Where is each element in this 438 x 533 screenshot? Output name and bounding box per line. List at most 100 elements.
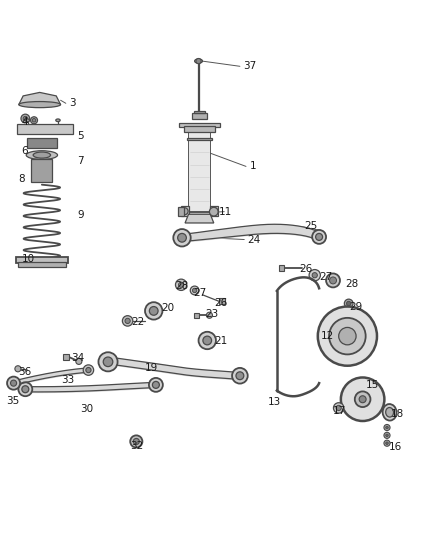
- Circle shape: [333, 403, 344, 413]
- Circle shape: [329, 318, 366, 354]
- Ellipse shape: [56, 119, 60, 122]
- Circle shape: [76, 358, 82, 365]
- Circle shape: [145, 302, 162, 320]
- Circle shape: [133, 439, 139, 445]
- Ellipse shape: [383, 404, 396, 421]
- Text: 12: 12: [321, 331, 335, 341]
- Text: 36: 36: [18, 367, 31, 377]
- Circle shape: [192, 288, 197, 293]
- Text: 15: 15: [366, 380, 379, 390]
- Circle shape: [236, 372, 244, 379]
- Text: 30: 30: [81, 404, 94, 414]
- Text: 25: 25: [304, 221, 317, 231]
- Polygon shape: [19, 92, 60, 104]
- Polygon shape: [181, 206, 188, 216]
- Circle shape: [152, 382, 159, 389]
- Text: 11: 11: [219, 207, 232, 217]
- Text: 32: 32: [130, 441, 143, 451]
- Circle shape: [355, 391, 371, 407]
- Circle shape: [312, 272, 318, 278]
- Circle shape: [198, 332, 216, 349]
- Text: 4: 4: [21, 117, 28, 126]
- Circle shape: [179, 282, 184, 287]
- Text: 3: 3: [69, 98, 75, 108]
- Circle shape: [344, 299, 353, 308]
- Ellipse shape: [386, 408, 393, 417]
- Bar: [17, 124, 73, 134]
- Text: 26: 26: [215, 298, 228, 309]
- Polygon shape: [279, 265, 284, 271]
- Polygon shape: [219, 298, 225, 304]
- Bar: [27, 138, 57, 148]
- Circle shape: [31, 117, 38, 124]
- Text: 21: 21: [215, 336, 228, 346]
- Text: 7: 7: [78, 156, 84, 166]
- Bar: [187, 138, 212, 140]
- Circle shape: [386, 434, 389, 437]
- Circle shape: [22, 386, 29, 393]
- Circle shape: [209, 207, 218, 216]
- Circle shape: [125, 318, 130, 324]
- Circle shape: [176, 279, 187, 290]
- Text: 19: 19: [145, 363, 158, 373]
- Polygon shape: [185, 214, 214, 223]
- Circle shape: [122, 316, 133, 326]
- Circle shape: [190, 286, 199, 295]
- Circle shape: [211, 208, 218, 215]
- Text: 6: 6: [21, 146, 28, 156]
- Circle shape: [329, 277, 336, 284]
- Text: 23: 23: [205, 309, 218, 319]
- Bar: [191, 114, 207, 118]
- Bar: [31, 159, 52, 182]
- Text: 26: 26: [300, 264, 313, 273]
- Circle shape: [99, 352, 117, 372]
- Bar: [18, 262, 66, 266]
- Circle shape: [181, 208, 188, 215]
- Text: 27: 27: [319, 271, 332, 281]
- Circle shape: [178, 233, 186, 242]
- Circle shape: [341, 377, 385, 421]
- Text: 13: 13: [268, 397, 282, 407]
- Circle shape: [309, 270, 321, 281]
- Text: 34: 34: [71, 353, 84, 363]
- Polygon shape: [210, 206, 218, 216]
- Polygon shape: [178, 207, 184, 216]
- Ellipse shape: [33, 152, 50, 158]
- Circle shape: [196, 59, 201, 63]
- Circle shape: [23, 116, 28, 120]
- Circle shape: [21, 114, 30, 123]
- Text: 35: 35: [6, 395, 19, 406]
- Circle shape: [86, 367, 91, 373]
- Circle shape: [32, 118, 36, 122]
- Text: 17: 17: [333, 406, 346, 416]
- Bar: [16, 257, 68, 263]
- Circle shape: [11, 380, 17, 386]
- Circle shape: [384, 432, 390, 439]
- Text: 1: 1: [250, 161, 256, 172]
- Circle shape: [339, 327, 356, 345]
- Circle shape: [232, 368, 248, 384]
- Circle shape: [316, 233, 322, 240]
- Polygon shape: [194, 313, 199, 318]
- Ellipse shape: [26, 151, 57, 159]
- Circle shape: [326, 273, 340, 287]
- Bar: [194, 111, 205, 114]
- Circle shape: [7, 377, 20, 390]
- Text: 22: 22: [131, 317, 145, 327]
- Text: 28: 28: [176, 281, 189, 291]
- Circle shape: [386, 426, 389, 429]
- Text: 29: 29: [350, 302, 363, 312]
- Text: 37: 37: [243, 61, 256, 71]
- Circle shape: [18, 382, 32, 396]
- Text: 8: 8: [18, 174, 25, 184]
- Circle shape: [173, 229, 191, 246]
- Circle shape: [384, 424, 390, 431]
- Circle shape: [130, 435, 142, 448]
- Bar: [184, 126, 215, 132]
- Text: 16: 16: [389, 442, 402, 452]
- Circle shape: [318, 306, 377, 366]
- Circle shape: [384, 440, 390, 446]
- Circle shape: [206, 312, 212, 318]
- Bar: [188, 127, 210, 214]
- Circle shape: [336, 405, 341, 410]
